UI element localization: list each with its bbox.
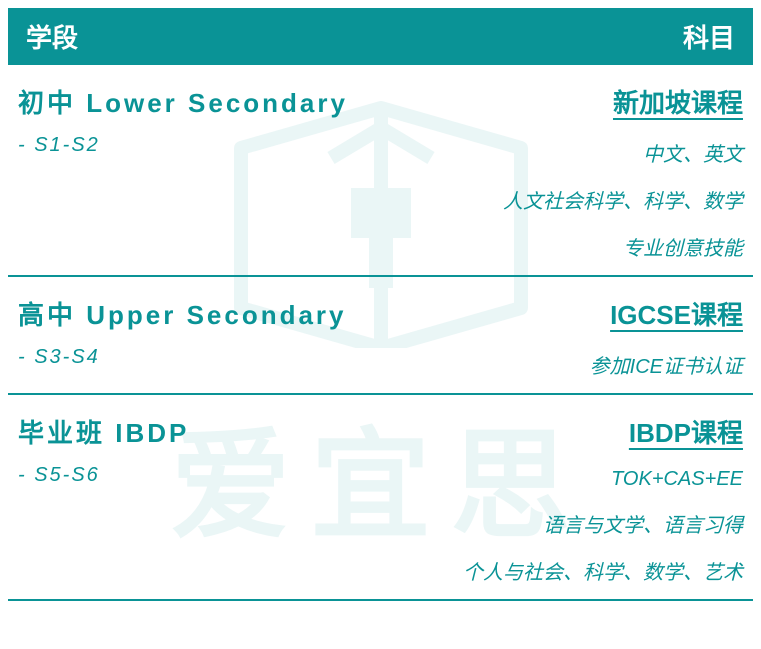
stage-title: 高中 Upper Secondary — [18, 295, 347, 332]
subject-line: 语言与文学、语言习得 — [463, 509, 743, 538]
stage-grades: - S1-S2 — [18, 134, 348, 157]
stage-title: 毕业班 IBDP — [18, 413, 189, 450]
course-title: 新加坡课程 — [503, 83, 743, 120]
table-header: 学段 科目 — [8, 8, 753, 65]
stage-grades: - S3-S4 — [18, 346, 347, 369]
subject-line: 人文社会科学、科学、数学 — [503, 185, 743, 214]
subject-line: 参加ICE证书认证 — [590, 350, 743, 379]
subject-line: TOK+CAS+EE — [463, 468, 743, 491]
section-lower-secondary: 初中 Lower Secondary - S1-S2 新加坡课程 中文、英文 人… — [8, 65, 753, 277]
header-left: 学段 — [26, 18, 78, 55]
section-ibdp: 毕业班 IBDP - S5-S6 IBDP课程 TOK+CAS+EE 语言与文学… — [8, 395, 753, 601]
section-upper-secondary: 高中 Upper Secondary - S3-S4 IGCSE课程 参加ICE… — [8, 277, 753, 395]
stage-grades: - S5-S6 — [18, 464, 189, 487]
course-title: IBDP课程 — [463, 413, 743, 450]
stage-title: 初中 Lower Secondary — [18, 83, 348, 120]
subject-line: 专业创意技能 — [503, 232, 743, 261]
course-title: IGCSE课程 — [590, 295, 743, 332]
curriculum-table: 学段 科目 初中 Lower Secondary - S1-S2 新加坡课程 中… — [0, 0, 761, 609]
subject-line: 中文、英文 — [503, 138, 743, 167]
subject-line: 个人与社会、科学、数学、艺术 — [463, 556, 743, 585]
header-right: 科目 — [683, 18, 735, 55]
